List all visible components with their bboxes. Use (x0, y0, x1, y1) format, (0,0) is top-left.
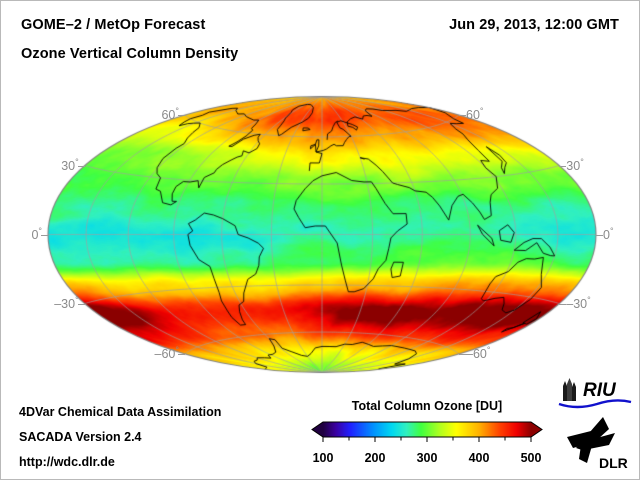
lat-tick (596, 234, 603, 236)
lat-tick (77, 165, 85, 167)
page-subtitle: Ozone Vertical Column Density (21, 46, 239, 62)
lat-tick (41, 234, 48, 236)
colorbar-tick-200: 200 (364, 451, 386, 465)
riu-tower-icon (563, 378, 576, 401)
lat-label-left-1: 30° (61, 156, 79, 173)
lat-value: 30 (566, 158, 581, 173)
lat-value: –30 (54, 296, 76, 311)
footer-line-3[interactable]: http://wdc.dlr.de (19, 455, 115, 469)
lat-value: –30 (566, 296, 588, 311)
colorbar-gradient (307, 419, 547, 445)
dlr-emblem-icon (567, 417, 615, 463)
lat-value: 0 (31, 227, 39, 242)
colorbar: Total Column Ozone [DU] 100 200 300 400 500 (307, 399, 547, 471)
lat-label-left-2: 0° (31, 225, 42, 242)
colorbar-tick-500: 500 (520, 451, 542, 465)
lat-label-left-0: 60° (161, 105, 179, 123)
forecast-datetime: Jun 29, 2013, 12:00 GMT (449, 17, 619, 33)
lat-label-right-4: –60° (466, 345, 491, 362)
colorbar-tick-labels: 100 200 300 400 500 (307, 445, 547, 469)
lat-label-right-0: 60° (466, 105, 484, 123)
lat-tick (459, 114, 466, 116)
colorbar-title: Total Column Ozone [DU] (351, 399, 503, 413)
dlr-wordmark: DLR (599, 455, 628, 471)
colorbar-tick-100: 100 (312, 451, 334, 465)
lat-label-left-4: –60° (154, 345, 179, 362)
riu-wordmark: RIU (583, 380, 617, 401)
lat-tick (178, 354, 185, 355)
lat-value: –60 (154, 347, 176, 362)
lat-label-right-1: 30° (566, 156, 584, 173)
lat-value: 60 (161, 108, 176, 123)
lat-tick (559, 303, 567, 305)
colorbar-tick-400: 400 (468, 451, 490, 465)
lat-value: 30 (61, 158, 76, 173)
riu-logo: RIU (558, 378, 632, 409)
lat-label-right-2: 0° (603, 225, 614, 242)
ozone-map (1, 79, 640, 379)
lat-value: –60 (466, 347, 487, 362)
lat-tick (77, 303, 85, 305)
footer-line-1: 4DVar Chemical Data Assimilation (19, 405, 222, 419)
colorbar-tick-300: 300 (416, 451, 438, 465)
lat-value: 60 (466, 108, 480, 123)
lat-tick (178, 114, 185, 116)
lat-label-left-3: –30° (54, 294, 79, 311)
riu-wave-icon (558, 399, 632, 409)
page-title: GOME–2 / MetOp Forecast (21, 17, 206, 33)
footer-line-2: SACADA Version 2.4 (19, 430, 142, 444)
dlr-logo: DLR (567, 417, 628, 471)
lat-tick (559, 165, 567, 167)
lat-tick (459, 354, 466, 355)
lat-label-right-3: –30° (566, 294, 591, 311)
lat-value: 0 (603, 227, 610, 242)
